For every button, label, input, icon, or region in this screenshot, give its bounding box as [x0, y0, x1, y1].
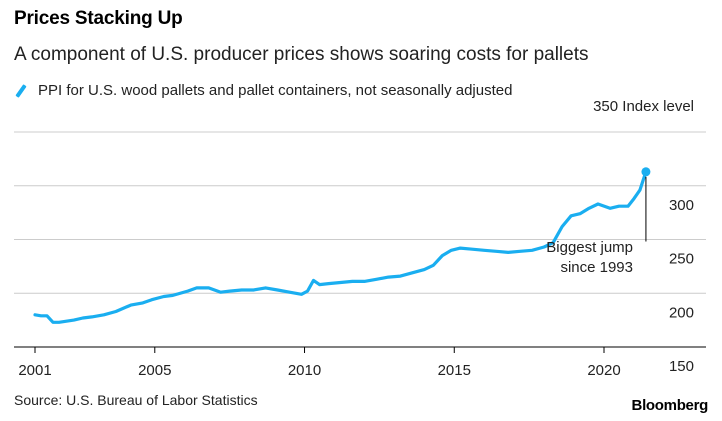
y-tick-label-200: 200: [669, 304, 694, 321]
annotation-line-1: Biggest jump: [546, 239, 633, 256]
y-tick-label-300: 300: [669, 197, 694, 214]
source-note: Source: U.S. Bureau of Labor Statistics: [14, 392, 258, 408]
series-endpoint-marker: [641, 167, 650, 176]
y-axis: 350 Index level 300 250 200 150: [593, 98, 694, 375]
y-tick-label-350: 350 Index level: [593, 98, 694, 115]
x-tick-label-2001: 2001: [18, 362, 51, 379]
annotation-line-2: since 1993: [560, 259, 633, 276]
bloomberg-logo: Bloomberg: [632, 397, 708, 414]
x-tick-label-2020: 2020: [587, 362, 620, 379]
x-tick-label-2015: 2015: [438, 362, 471, 379]
x-axis: 2001 2005 2010 2015 2020: [14, 347, 706, 379]
x-tick-label-2010: 2010: [288, 362, 321, 379]
y-tick-label-150: 150: [669, 358, 694, 375]
x-tick-label-2005: 2005: [138, 362, 171, 379]
line-chart: 2001 2005 2010 2015 2020 Biggest jump since …: [0, 0, 722, 421]
y-tick-label-250: 250: [669, 251, 694, 268]
